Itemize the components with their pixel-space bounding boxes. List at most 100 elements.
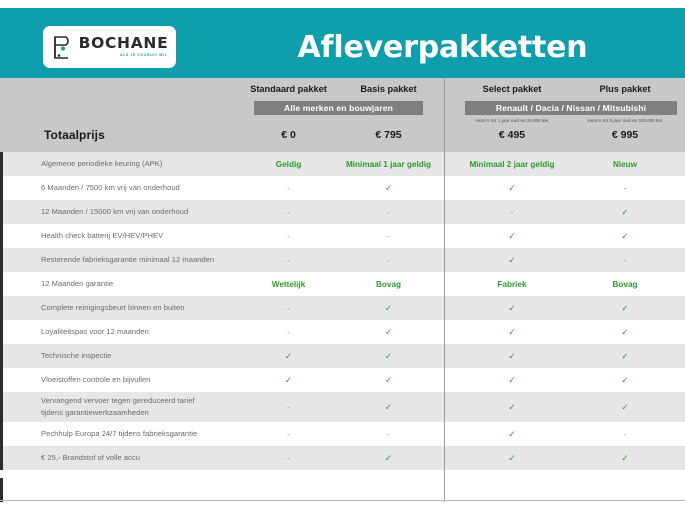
table-cell: - xyxy=(287,255,290,265)
feature-label: € 25,- Brandstof of volle accu xyxy=(41,446,251,470)
table-cell: Minimaal 2 jaar geldig xyxy=(469,159,555,169)
table-cell: ✓ xyxy=(384,374,393,385)
price-select: € 495 xyxy=(498,129,526,141)
table-cell: - xyxy=(510,207,514,217)
table-cell: - xyxy=(387,429,390,439)
feature-label-line: Pechhulp Europa 24/7 tijdens fabrieksgar… xyxy=(41,429,198,439)
row-left-rule xyxy=(0,478,3,502)
column-subtitle: Auto's tot 5 jaar oud en 100.000 km xyxy=(587,118,663,123)
column-header-basis: Basis pakket xyxy=(341,78,436,152)
table-bottom-border xyxy=(0,500,685,501)
table-cell: ✓ xyxy=(508,302,516,313)
table-cell: ✓ xyxy=(621,230,629,241)
table-cell: - xyxy=(287,402,290,412)
table-cell: Nieuw xyxy=(612,159,638,169)
table-cell: ✓ xyxy=(621,206,629,217)
brand-tagline: ALS JE VOORUIT WIL xyxy=(119,53,168,58)
row-left-rule xyxy=(0,224,3,248)
row-left-rule xyxy=(0,152,3,176)
feature-label: Vervangend vervoer tegen gereduceerd tar… xyxy=(41,392,251,422)
table-cell: - xyxy=(287,207,290,217)
table-cell: ✓ xyxy=(508,428,516,439)
table-cell: Minimaal 1 jaar geldig xyxy=(345,159,432,169)
column-header-band: Totaalprijs Standaard pakket Basis pakke… xyxy=(0,78,685,152)
table-cell: Geldig xyxy=(275,159,302,169)
table-cell: Bovag xyxy=(612,279,638,289)
table-cell: ✓ xyxy=(508,452,516,463)
feature-label: 12 Maanden garantie xyxy=(41,272,251,296)
row-left-rule xyxy=(0,200,3,224)
column-header-plus: Plus pakket Auto's tot 5 jaar oud en 100… xyxy=(570,78,680,152)
row-left-rule xyxy=(0,368,3,392)
table-cell: ✓ xyxy=(621,401,629,412)
page-banner: BOCHANE ALS JE VOORUIT WIL Afleverpakket… xyxy=(0,8,685,78)
row-left-rule xyxy=(0,392,3,422)
table-cell: ✓ xyxy=(508,374,516,385)
table-cell: ✓ xyxy=(284,374,293,385)
table-cell: ✓ xyxy=(384,326,393,337)
feature-label-line: 6 Maanden / 7500 km vrij van onderhoud xyxy=(41,183,180,193)
feature-label: Loyaliteitspas voor 12 maanden xyxy=(41,320,251,344)
table-cell: - xyxy=(623,255,627,265)
table-footer-spacer xyxy=(0,478,685,502)
badge-merken-select-plus: Renault / Dacia / Nissan / Mitsubishi xyxy=(465,101,677,115)
feature-label: Algemene periodieke keuring (APK) xyxy=(41,152,251,176)
row-left-rule xyxy=(0,344,3,368)
table-cell: ✓ xyxy=(621,452,629,463)
price-plus: € 995 xyxy=(611,129,639,141)
table-row: Algemene periodieke keuring (APK) Geldig M… xyxy=(0,152,685,176)
table-cell: ✓ xyxy=(384,452,393,463)
table-cell: ✓ xyxy=(508,326,516,337)
brand-logo: BOCHANE ALS JE VOORUIT WIL xyxy=(43,26,176,68)
table-cell: ✓ xyxy=(621,326,629,337)
table-row: Vloeistoffen controle en bijvullen ✓ ✓ ✓ ✓ xyxy=(0,368,685,392)
row-left-rule xyxy=(0,296,3,320)
feature-label: 6 Maanden / 7500 km vrij van onderhoud xyxy=(41,176,251,200)
feature-label-line: Vloeistoffen controle en bijvullen xyxy=(41,375,151,385)
row-left-rule xyxy=(0,248,3,272)
feature-label-line: Algemene periodieke keuring (APK) xyxy=(41,159,163,169)
feature-label-line: Technische inspectie xyxy=(41,351,112,361)
table-cell: - xyxy=(287,429,290,439)
table-cell: - xyxy=(287,183,290,193)
feature-label-line: tijdens garantiewerkzaamheden xyxy=(41,408,149,417)
row-left-rule xyxy=(0,422,3,446)
row-left-rule xyxy=(0,446,3,470)
column-header-select: Select pakket Auto's tot 1 jaar oud en 2… xyxy=(457,78,567,152)
row-left-rule xyxy=(0,176,3,200)
table-cell: - xyxy=(387,255,390,265)
table-cell: ✓ xyxy=(508,350,516,361)
table-cell: - xyxy=(287,327,290,337)
table-cell: ✓ xyxy=(384,302,393,313)
column-name: Standaard pakket xyxy=(250,84,327,94)
table-row: Vervangend vervoer tegen gereduceerd tar… xyxy=(0,392,685,422)
feature-table: Algemene periodieke keuring (APK) Geldig M… xyxy=(0,152,685,470)
table-cell: - xyxy=(623,429,627,439)
column-name: Plus pakket xyxy=(599,84,651,94)
row-left-rule xyxy=(0,320,3,344)
table-row: 6 Maanden / 7500 km vrij van onderhoud - ✓… xyxy=(0,176,685,200)
feature-label-line: Resterende fabrieksgarantie minimaal 12 … xyxy=(41,255,215,265)
column-name: Basis pakket xyxy=(360,84,417,94)
table-cell: ✓ xyxy=(384,350,393,361)
table-cell: ✓ xyxy=(508,182,516,193)
feature-label-line: 12 Maanden / 15000 km vrij van onderhoud xyxy=(41,207,189,217)
table-cell: Bovag xyxy=(375,279,402,289)
bochane-mark-icon xyxy=(53,35,69,59)
feature-label-line: Complete reinigingsbeurt binnen en buite… xyxy=(41,303,185,313)
table-cell: ✓ xyxy=(384,401,393,412)
feature-label: Technische inspectie xyxy=(41,344,251,368)
feature-label: Resterende fabrieksgarantie minimaal 12 … xyxy=(41,248,251,272)
column-subtitle: Auto's tot 1 jaar oud en 20.000 km xyxy=(475,118,549,123)
column-name: Select pakket xyxy=(482,84,542,94)
feature-label: 12 Maanden / 15000 km vrij van onderhoud xyxy=(41,200,251,224)
row-left-rule xyxy=(0,272,3,296)
table-cell: - xyxy=(287,453,290,463)
badge-alle-merken: Alle merken en bouwjaren xyxy=(254,101,423,115)
table-cell: - xyxy=(623,183,627,193)
table-row: Complete reinigingsbeurt binnen en buite… xyxy=(0,296,685,320)
feature-label: Pechhulp Europa 24/7 tijdens fabrieksgar… xyxy=(41,422,251,446)
feature-label-line: 12 Maanden garantie xyxy=(41,279,114,289)
price-basis: € 795 xyxy=(375,129,402,141)
